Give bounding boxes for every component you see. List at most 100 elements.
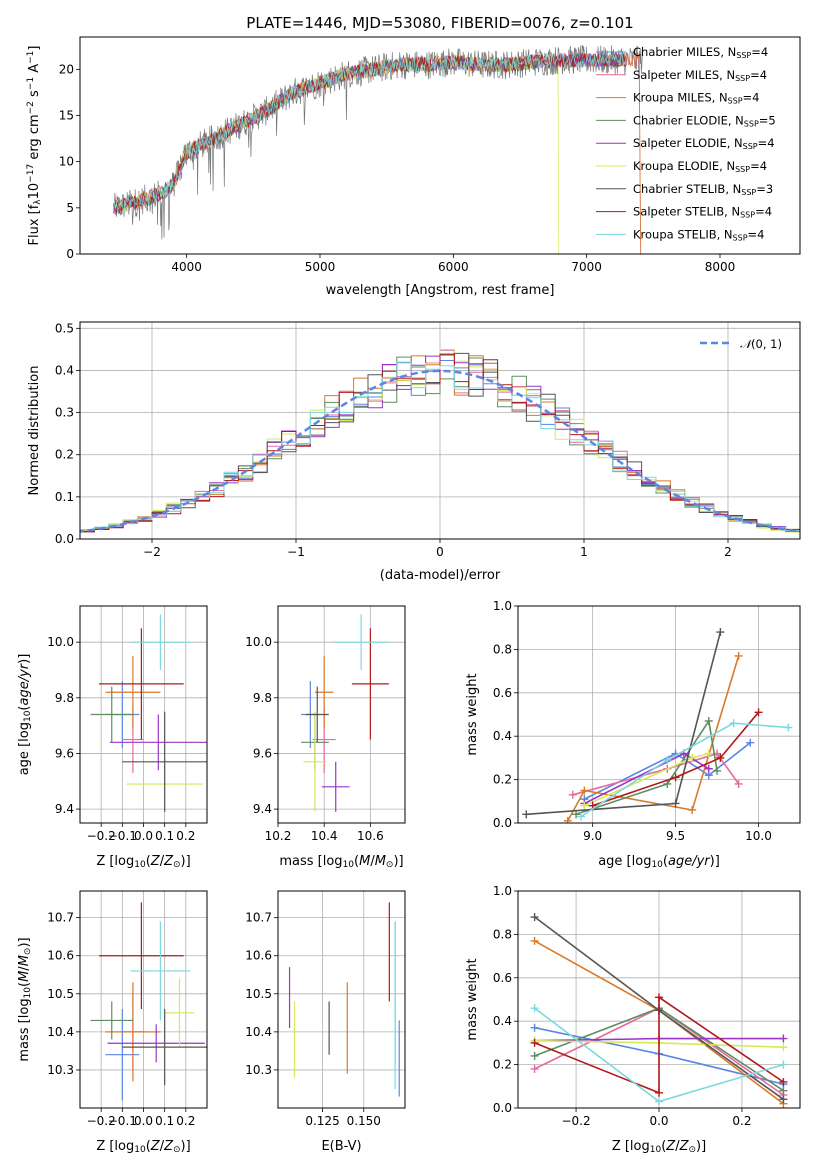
axes-frame [79,36,801,255]
data-point-marker [663,779,672,788]
x-tick-label: 1 [580,545,588,559]
data-point-marker [530,913,539,922]
series-line [584,742,751,800]
x-tick-label: −0.2 [561,1114,590,1128]
y-tick-label: 10.3 [245,1063,272,1077]
x-tick-label: −0.2 [87,1114,116,1128]
age-vs-metallicity-plot: −0.2−0.10.0 0.1 0.2 9.4 9.6 9.8 10.0 Z [log10(Z… [17,605,208,870]
residuals-histogram: −2 −1 0 1 2 0.0 0.1 0.2 0.3 0.4 0.5 (data-model)/er… [27,321,801,583]
spectrum-plot: 4000 5000 6000 7000 8000 0 5 10 15 20 wavelength [… [26,36,801,298]
y-tick-label: 10.4 [47,1025,74,1039]
x-tick-label: 0.2 [732,1114,751,1128]
x-axis-label: mass [log10(M/M⊙)] [279,854,403,870]
plot-area [80,349,800,534]
y-tick-label: 10.0 [245,635,272,649]
weight-vs-metallicity-plot: −0.2 0.0 0.2 0.0 0.2 0.4 0.6 0.8 1.0 Z [log10(Z/Z… [465,884,801,1155]
data-point-marker [655,1097,663,1106]
data-point-marker [704,764,713,773]
legend-label: Chabrier MILES, NSSP=4 [633,45,768,60]
x-tick-label: 0.1 [155,829,174,843]
series-line [534,995,784,1094]
legend-label: Chabrier STELIB, NSSP=3 [633,182,773,197]
x-tick-label: 7000 [571,260,602,274]
data-point-marker [530,1023,539,1032]
x-axis-label: Z [log10(Z/Z⊙)] [96,854,190,870]
x-tick-label: 0.0 [134,829,153,843]
x-tick-label: 2 [724,545,732,559]
data-point-marker [671,773,680,782]
plot-area [288,902,400,1097]
data-point-marker [754,708,763,717]
data-point-marker [671,799,680,808]
y-tick-label: 0.3 [55,406,74,420]
x-tick-label: 10.6 [357,829,384,843]
x-tick-label: −0.1 [108,829,137,843]
y-tick-label: 0.0 [493,816,512,830]
y-axis-label: Flux [fλ10−17 erg cm−2 s−1 A−1] [26,46,43,246]
y-tick-label: 9.4 [253,802,272,816]
data-point-marker [779,1060,788,1069]
legend-label: Salpeter MILES, NSSP=4 [633,68,767,83]
y-tick-label: 15 [59,108,74,122]
weight-vs-age-plot: 9.0 9.5 10.0 0.0 0.2 0.4 0.6 0.8 1.0 age [log10(a… [465,599,801,870]
y-tick-label: 20 [59,62,74,76]
y-tick-label: 9.6 [55,746,74,760]
data-point-marker [563,816,572,823]
data-point-marker [779,1034,788,1043]
data-point-marker [577,812,586,821]
data-point-marker [779,1086,788,1095]
data-point-marker [522,810,531,819]
x-tick-label: −1 [287,545,305,559]
plot-area [530,913,788,1108]
x-tick-label: 10.0 [745,829,772,843]
y-tick-label: 0.4 [55,363,74,377]
y-tick-label: 9.4 [55,802,74,816]
plot-area [522,628,793,823]
y-tick-label: 1.0 [493,599,512,613]
model-spectrum-line [112,52,627,212]
y-axis-label: mass [log10(M/M⊙)] [17,937,33,1061]
x-tick-label: 0.1 [155,1114,174,1128]
y-tick-label: 10 [59,155,74,169]
y-axis-label: mass weight [465,958,480,1040]
data-point-marker [729,719,738,728]
age-vs-mass-plot: 10.2 10.4 10.6 9.4 9.6 9.8 10.0 mass [log10(M/M… [245,605,406,870]
model-spectrum-line [112,52,627,215]
data-point-marker [779,1077,788,1086]
data-point-marker [688,753,697,762]
data-point-marker [704,749,713,758]
data-point-marker [734,651,743,660]
x-tick-label: 10.4 [311,829,338,843]
x-tick-label: 4000 [171,260,202,274]
data-point-marker [530,1038,539,1047]
x-tick-label: 6000 [438,260,469,274]
x-tick-label: 0.150 [347,1114,381,1128]
mass-vs-metallicity-plot: −0.2−0.10.0 0.1 0.2 10.3 10.4 10.5 10.6 10.7 Z [… [17,890,208,1155]
data-point-marker [580,786,589,795]
x-axis-label: Z [log10(Z/Z⊙)] [96,1139,190,1155]
x-tick-label: 0.2 [176,829,195,843]
data-point-marker [716,628,725,637]
series-line [592,711,760,807]
y-tick-label: 10.6 [47,949,74,963]
series-line [580,722,789,818]
x-axis-label: Z [log10(Z/Z⊙)] [612,1139,706,1155]
y-axis-label: age [log10(age/yr)] [17,654,33,776]
legend-label: Chabrier ELODIE, NSSP=5 [633,113,776,128]
y-tick-label: 0.0 [493,1101,512,1115]
x-tick-label: 0.125 [305,1114,339,1128]
y-tick-label: 10.3 [47,1063,74,1077]
x-tick-label: 9.5 [666,829,685,843]
legend-label: Salpeter ELODIE, NSSP=4 [633,136,775,151]
y-axis-label: mass weight [465,673,480,755]
y-tick-label: 10.6 [245,949,272,963]
x-tick-label: 0 [436,545,444,559]
y-tick-label: 0.5 [55,321,74,335]
legend-label: Salpeter STELIB, NSSP=4 [633,205,772,220]
data-point-marker [568,790,577,799]
x-tick-label: 0.2 [176,1114,195,1128]
data-point-marker [704,717,713,726]
x-tick-label: 8000 [705,260,736,274]
series-line [575,718,718,816]
y-tick-label: 5 [66,201,74,215]
